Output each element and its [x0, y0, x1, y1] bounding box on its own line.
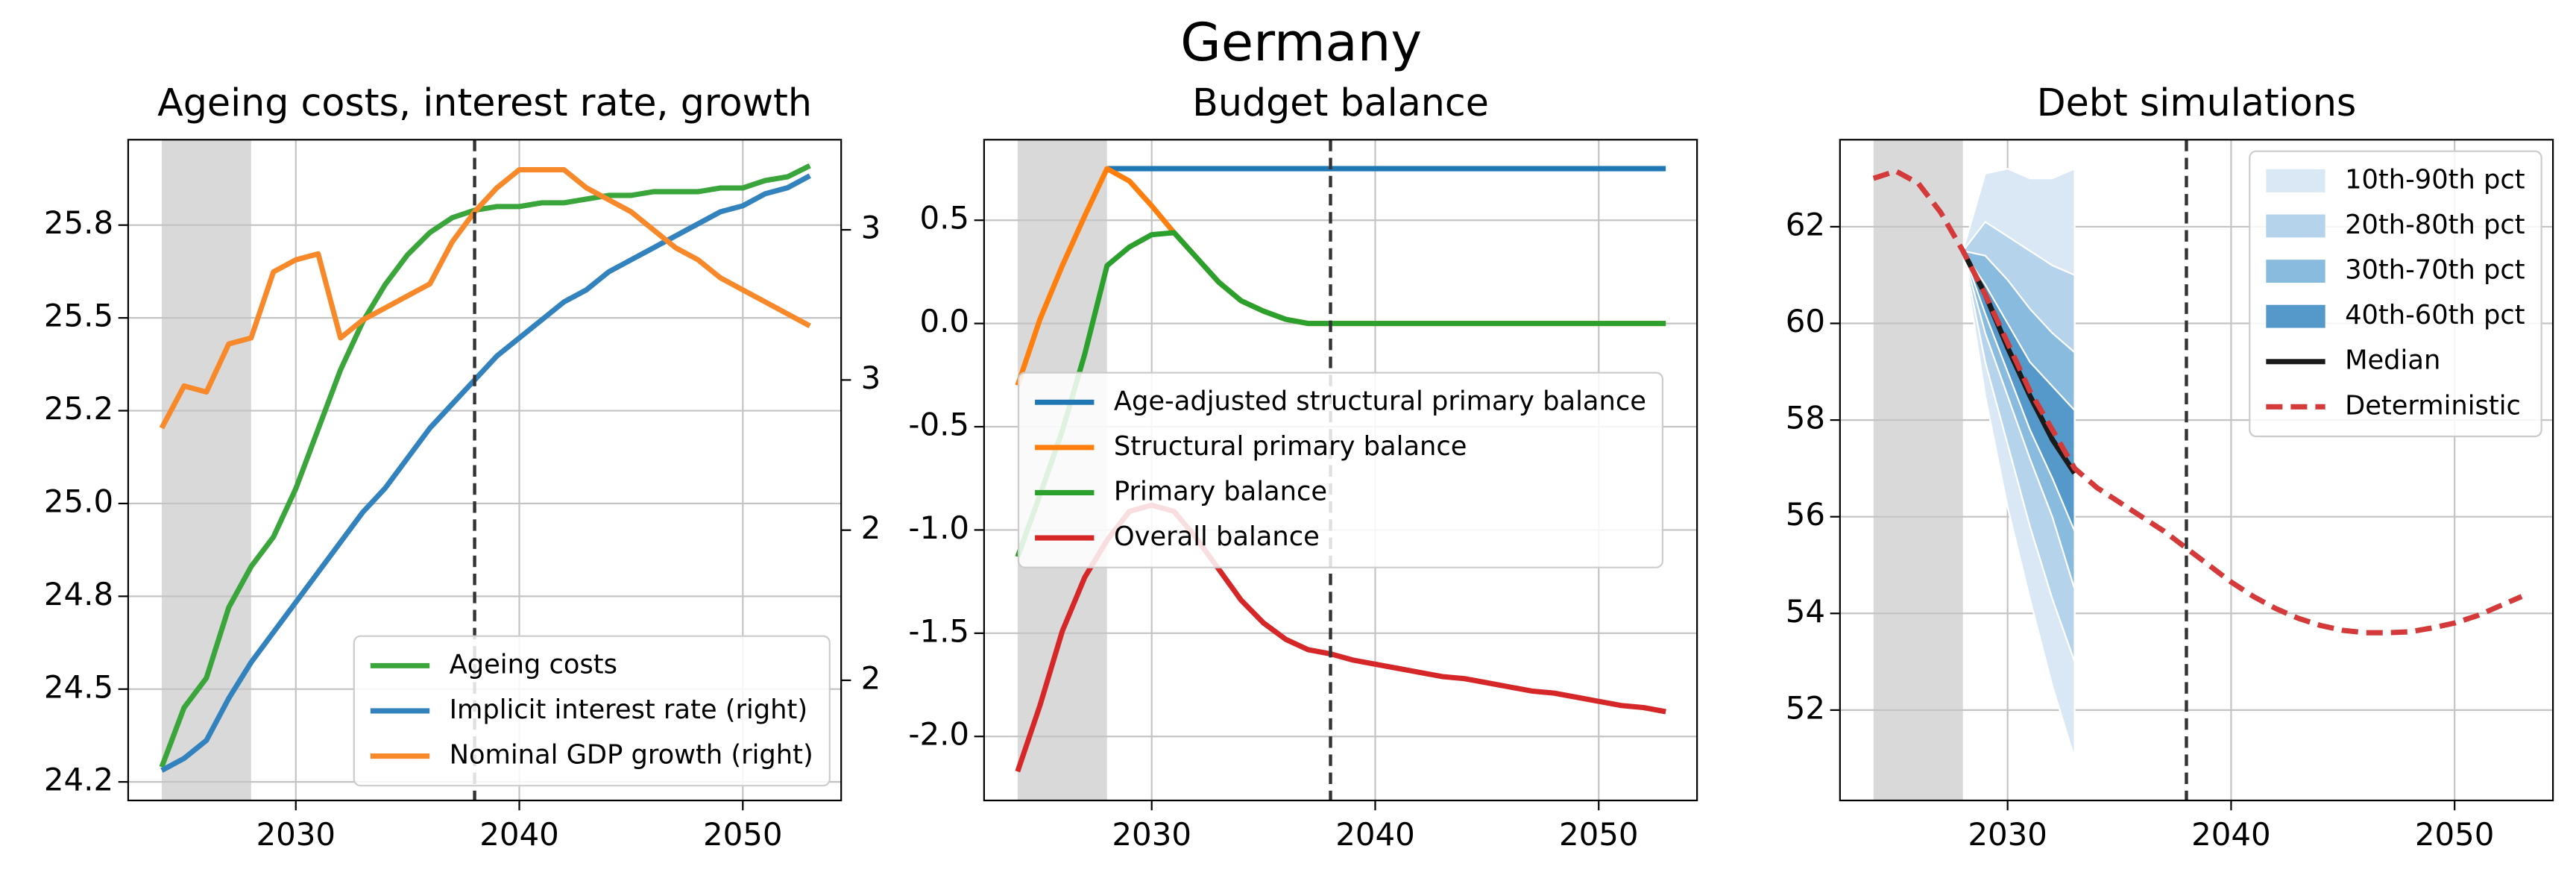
y-tick-label: 60	[1786, 303, 1825, 339]
x-tick-label: 2040	[1335, 816, 1415, 853]
y-tick-label: 24.8	[44, 576, 113, 612]
y-tick-label: 52	[1786, 689, 1825, 726]
legend-label: 10th-90th pct	[2345, 164, 2525, 195]
series-line	[1960, 249, 2077, 475]
legend: Age-adjusted structural primary balance S…	[1017, 371, 1664, 568]
y-tick-label: 62	[1786, 206, 1825, 242]
legend-swatch	[2266, 214, 2325, 238]
legend-label: Median	[2345, 345, 2440, 376]
axes-frame	[127, 139, 843, 802]
y2-tick-label: 2	[861, 510, 881, 546]
x-tick-label: 2040	[2191, 816, 2271, 853]
legend-swatch	[2266, 169, 2325, 192]
y-tick-label: 25.2	[44, 390, 113, 427]
y-tick-label: 25.5	[44, 298, 113, 334]
legend-label: Implicit interest rate (right)	[450, 695, 807, 725]
legend-label: Ageing costs	[450, 649, 617, 680]
legend-box	[353, 635, 831, 787]
panel-title: Budget balance	[1192, 81, 1489, 125]
series-line	[1015, 230, 1666, 558]
y-tick-label: -1.0	[908, 510, 969, 546]
legend-label: Deterministic	[2345, 390, 2521, 421]
legend-label: Overall balance	[1114, 521, 1320, 552]
axes-frame	[983, 139, 1698, 802]
axes-frame	[1839, 139, 2554, 802]
y2-tick-label: 3	[861, 210, 881, 246]
legend-label: Primary balance	[1114, 476, 1327, 507]
panel-title: Ageing costs, interest rate, growth	[157, 81, 812, 125]
shaded-span	[161, 139, 251, 801]
series-line	[159, 163, 811, 768]
legend-label: 30th-70th pct	[2345, 255, 2525, 286]
legend-label: 40th-60th pct	[2345, 300, 2525, 330]
y-tick-label: -1.5	[908, 612, 969, 649]
legend-label: 20th-80th pct	[2345, 210, 2525, 240]
x-tick-label: 2030	[256, 816, 336, 853]
legend-box	[1017, 371, 1664, 568]
y-tick-label: 25.0	[44, 483, 113, 519]
y-tick-label: 24.5	[44, 668, 113, 705]
figure-title: Germany	[1180, 12, 1422, 73]
x-tick-label: 2040	[479, 816, 559, 853]
y-tick-label: -2.0	[908, 716, 969, 753]
legend-label: Structural primary balance	[1114, 431, 1467, 462]
series-line	[159, 167, 811, 430]
y-tick-label: 58	[1786, 400, 1825, 436]
x-tick-label: 2030	[1112, 816, 1191, 853]
x-tick-label: 2030	[1968, 816, 2047, 853]
x-tick-label: 2050	[1559, 816, 1639, 853]
legend-label: Nominal GDP growth (right)	[450, 740, 813, 771]
y-tick-label: 24.2	[44, 762, 113, 798]
y-tick-label: -0.5	[908, 407, 969, 443]
x-tick-label: 2050	[703, 816, 783, 853]
panel-title: Debt simulations	[2037, 81, 2357, 125]
legend-swatch	[2266, 260, 2325, 283]
y-tick-label: 54	[1786, 593, 1825, 630]
series-line	[160, 173, 811, 773]
legend: Ageing costs Implicit interest rate (righ…	[353, 635, 831, 787]
y-tick-label: 56	[1786, 496, 1825, 533]
shaded-span	[1873, 139, 1963, 801]
y-tick-label: 0.5	[919, 200, 969, 236]
legend: 10th-90th pct 20th-80th pct 30th-70th pct 4…	[2249, 150, 2542, 438]
legend-label: Age-adjusted structural primary balance	[1114, 386, 1646, 416]
y-tick-label: 25.8	[44, 204, 113, 241]
y-tick-label: 0.0	[919, 303, 969, 339]
series-line	[1872, 168, 2523, 636]
x-tick-label: 2050	[2415, 816, 2495, 853]
legend-swatch	[2266, 304, 2325, 328]
y2-tick-label: 2	[861, 659, 881, 696]
y2-tick-label: 3	[861, 360, 881, 396]
